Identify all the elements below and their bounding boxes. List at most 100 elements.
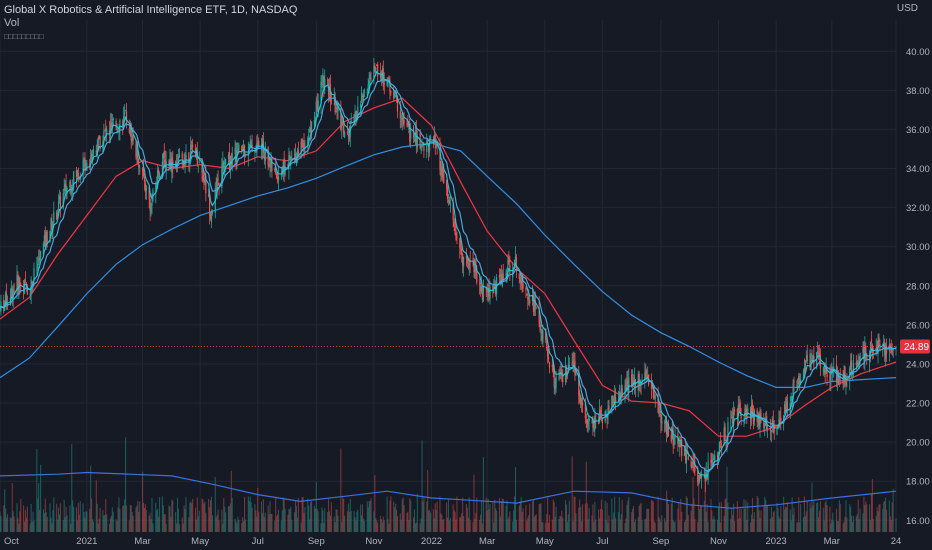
volume-bar — [139, 501, 141, 532]
volume-bar — [661, 515, 663, 532]
volume-bar — [169, 506, 171, 532]
volume-bar — [242, 517, 244, 532]
candle-body — [805, 360, 807, 362]
volume-bar — [765, 499, 767, 532]
candle-body — [249, 142, 251, 148]
candle-body — [37, 263, 39, 268]
volume-bar — [546, 514, 548, 532]
candle-body — [95, 150, 97, 154]
volume-indicator-label[interactable]: Vol — [4, 17, 20, 29]
volume-bar — [538, 504, 540, 532]
volume-bar — [520, 497, 522, 532]
price-tick-label: 38.00 — [906, 86, 930, 97]
candle-body — [148, 186, 150, 200]
candle-body — [308, 134, 310, 138]
volume-bar — [168, 505, 170, 532]
volume-bar — [23, 521, 26, 532]
volume-bar — [727, 502, 729, 532]
price-axis[interactable]: 16.00 18.00 20.00 22.00 24.00 26.00 28.00 30.00… — [906, 47, 930, 527]
candle-body — [401, 118, 403, 121]
candle-body — [595, 419, 597, 422]
volume-bar — [115, 519, 117, 532]
volume-bar — [586, 503, 588, 532]
candle-body — [605, 412, 607, 414]
volume-bar — [456, 496, 458, 532]
volume-bar — [467, 517, 469, 532]
symbol-title[interactable]: Global X Robotics & Artificial Intellige… — [4, 4, 298, 16]
volume-bar — [379, 516, 382, 532]
volume-bar — [440, 513, 442, 532]
candle-body — [442, 169, 444, 171]
candle-body — [314, 117, 316, 119]
volume-bar — [526, 520, 528, 532]
volume-bar — [428, 510, 430, 532]
volume-bar — [813, 501, 815, 532]
candle-body — [102, 140, 104, 152]
volume-bar — [135, 507, 137, 532]
candle-body — [91, 153, 94, 157]
volume-bar — [838, 499, 840, 532]
candle-body — [625, 388, 627, 389]
candle-body — [855, 362, 857, 366]
candle-body — [657, 394, 659, 413]
candle-body — [733, 411, 735, 426]
candle-body — [522, 283, 524, 289]
candle-body — [784, 406, 787, 413]
volume-bar — [194, 507, 196, 532]
candle-body — [409, 129, 411, 143]
candle-body — [699, 475, 701, 482]
volume-bar — [581, 504, 584, 532]
volume-bar — [419, 523, 421, 532]
volume-bar — [883, 501, 885, 532]
time-axis[interactable]: Oct 2021 Mar May Jul Sep Nov 2022 Mar May Jul Sep No… — [4, 536, 901, 547]
volume-bar — [131, 511, 133, 532]
volume-bar — [446, 502, 448, 532]
volume-bar — [772, 512, 774, 532]
volume-bar — [624, 522, 626, 532]
candle-body — [254, 150, 256, 152]
candle-body — [248, 144, 250, 149]
candle-body — [321, 83, 323, 85]
candle-body — [415, 129, 417, 146]
volume-bar — [162, 505, 164, 532]
volume-bar — [56, 503, 58, 532]
candle-body — [580, 395, 582, 405]
candle-body — [673, 436, 675, 445]
candle-body — [447, 200, 450, 202]
candle-body — [236, 152, 238, 165]
candle-body — [218, 183, 220, 186]
candle-body — [209, 214, 212, 220]
volume-bar — [615, 518, 617, 532]
candle-body — [402, 116, 404, 121]
volume-bar — [830, 523, 832, 532]
volume-bar — [104, 514, 106, 532]
candle-body — [481, 287, 484, 300]
currency-label[interactable]: USD — [896, 3, 918, 14]
volume-bar — [271, 514, 273, 532]
candle-body — [730, 420, 732, 422]
volume-bar — [423, 496, 425, 532]
candle-body — [400, 121, 402, 123]
price-tick-label: 24.00 — [906, 359, 930, 370]
candle-body — [518, 273, 520, 279]
volume-bar — [869, 504, 871, 532]
candle-body — [20, 283, 22, 285]
candle-body — [654, 395, 656, 399]
candle-body — [291, 157, 293, 160]
candle-body — [330, 99, 332, 101]
volume-bar — [508, 516, 510, 532]
candle-body — [747, 408, 749, 415]
candle-body — [202, 175, 204, 180]
volume-bar — [717, 519, 719, 532]
candle-body — [270, 157, 272, 168]
volume-bar — [750, 514, 753, 532]
volume-bar — [587, 519, 589, 532]
candle-body — [257, 140, 259, 143]
volume-bar — [413, 509, 416, 532]
volume-bar — [739, 517, 741, 532]
volume-bar — [585, 461, 587, 532]
candle-body — [374, 65, 376, 73]
candle-body — [685, 451, 687, 463]
volume-bar — [24, 510, 27, 532]
